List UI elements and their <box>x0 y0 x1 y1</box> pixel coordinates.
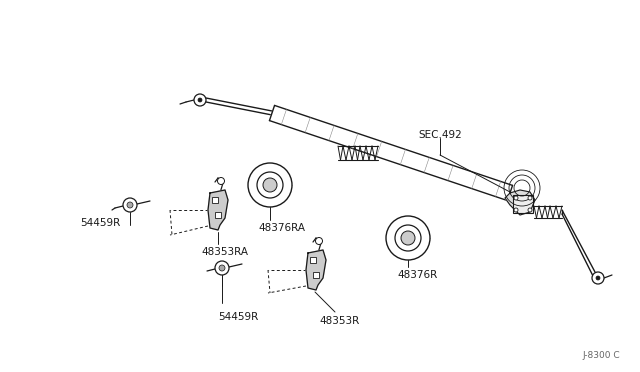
Text: SEC.492: SEC.492 <box>418 130 462 140</box>
FancyBboxPatch shape <box>215 212 221 218</box>
Circle shape <box>194 94 206 106</box>
Polygon shape <box>306 250 326 290</box>
Text: 48376R: 48376R <box>398 270 438 280</box>
Circle shape <box>263 178 277 192</box>
Circle shape <box>386 216 430 260</box>
FancyBboxPatch shape <box>212 197 218 203</box>
Text: 48376RA: 48376RA <box>259 223 305 233</box>
Circle shape <box>514 208 518 212</box>
Circle shape <box>592 272 604 284</box>
Text: 54459R: 54459R <box>80 218 120 228</box>
Circle shape <box>401 231 415 245</box>
Circle shape <box>218 177 225 185</box>
FancyBboxPatch shape <box>310 257 316 263</box>
Circle shape <box>219 265 225 271</box>
Circle shape <box>514 196 518 200</box>
Circle shape <box>316 237 323 244</box>
Polygon shape <box>208 190 228 230</box>
Circle shape <box>248 163 292 207</box>
FancyBboxPatch shape <box>313 272 319 278</box>
Text: J-8300 C: J-8300 C <box>582 351 620 360</box>
Circle shape <box>127 202 133 208</box>
Text: 48353R: 48353R <box>320 316 360 326</box>
Text: 54459R: 54459R <box>218 312 258 322</box>
Circle shape <box>528 208 532 212</box>
Circle shape <box>596 276 600 280</box>
Circle shape <box>215 261 229 275</box>
Text: 48353RA: 48353RA <box>202 247 248 257</box>
FancyBboxPatch shape <box>513 195 533 213</box>
Circle shape <box>198 98 202 102</box>
Circle shape <box>123 198 137 212</box>
Circle shape <box>528 196 532 200</box>
Polygon shape <box>505 190 535 215</box>
Polygon shape <box>269 105 513 201</box>
